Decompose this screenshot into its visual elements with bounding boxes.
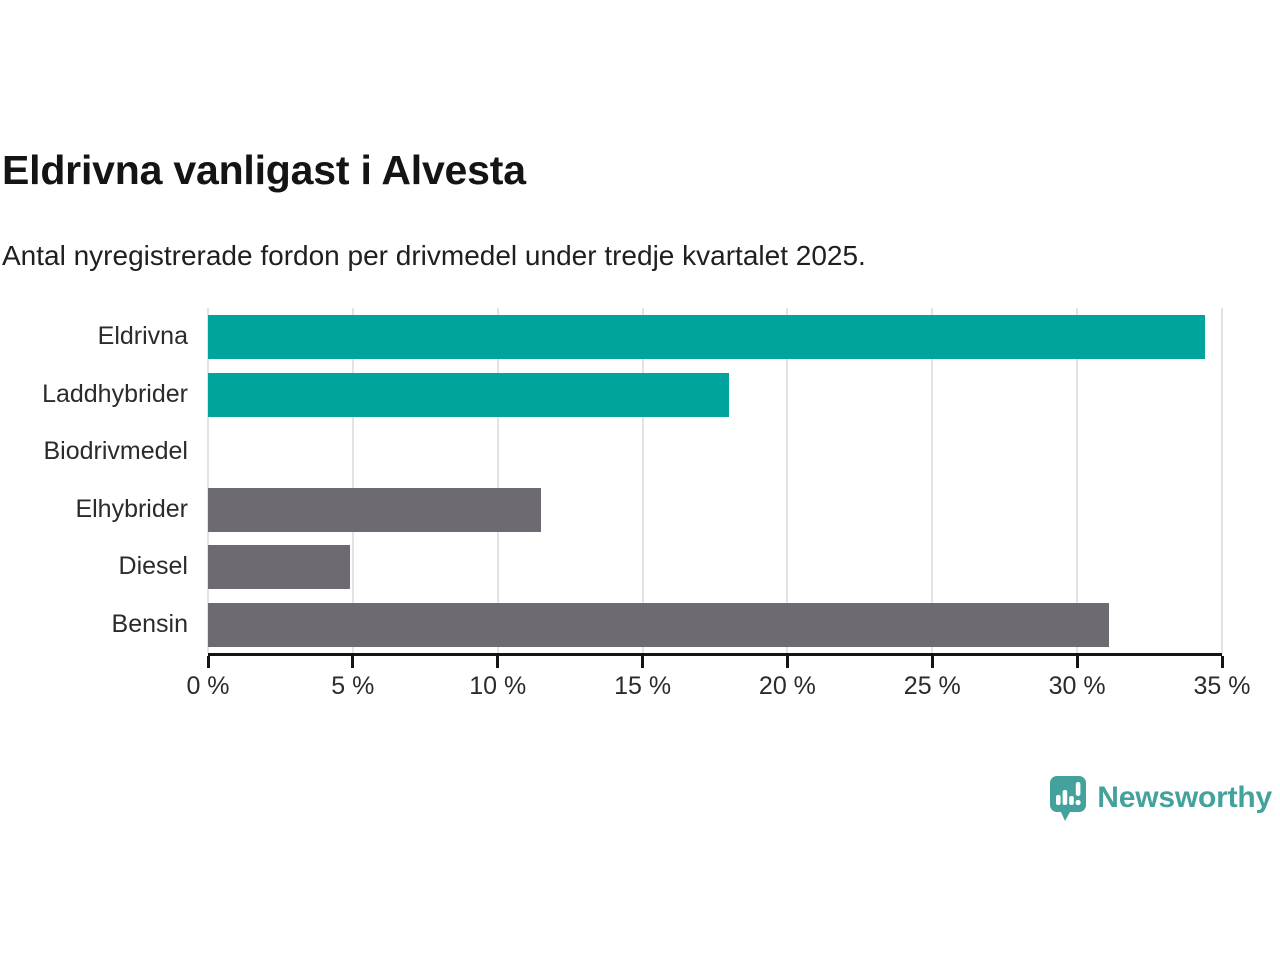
tick-label-5: 5 % [331, 672, 375, 700]
gridline-10 [496, 308, 499, 653]
gridline-35 [1221, 308, 1223, 653]
tick-mark-30 [1075, 656, 1079, 668]
gridline-20 [786, 308, 789, 653]
tick-mark-15 [641, 656, 645, 668]
x-axis: 0 % 5 % 10 % 15 % 20 % 25 % 30 % 35 % [186, 656, 1250, 706]
bar-row-bensin [208, 596, 1222, 654]
chart-subtitle: Antal nyregistrerade fordon per drivmede… [2, 240, 866, 271]
bar-laddhybrider [208, 372, 730, 417]
tick-label-20: 20 % [758, 672, 816, 700]
tick-mark-35 [1220, 656, 1224, 668]
bar-eldrivna [208, 315, 1205, 359]
tick-label-35: 35 % [1193, 672, 1251, 700]
y-label-bensin: Bensin [111, 609, 188, 638]
tick-label-10: 10 % [469, 672, 527, 700]
tick-mark-0 [206, 656, 210, 668]
brand-logo: Newsworthy [1048, 774, 1272, 822]
tick-label-25: 25 % [903, 672, 961, 700]
bar-row-laddhybrider [208, 366, 1222, 424]
brand-logo-text: Newsworthy [1097, 781, 1272, 814]
gridline-25 [931, 308, 934, 653]
y-label-eldrivna: Eldrivna [97, 322, 188, 351]
tick-mark-5 [351, 656, 355, 668]
bar-elhybrider [208, 487, 542, 532]
newsworthy-speech-bubble-barchart-icon [1050, 776, 1087, 821]
plot-area [207, 308, 1223, 656]
gridline-15 [641, 308, 644, 653]
tick-mark-20 [785, 656, 789, 668]
y-label-biodrivmedel: Biodrivmedel [43, 437, 188, 466]
gridline-0 [207, 308, 209, 653]
y-label-elhybrider: Elhybrider [75, 494, 188, 523]
gridline-5 [351, 308, 354, 653]
bar-row-biodrivmedel [208, 423, 1222, 481]
y-label-diesel: Diesel [118, 552, 188, 581]
tick-label-15: 15 % [614, 672, 672, 700]
y-axis-labels: Eldrivna Laddhybrider Biodrivmedel Elhybrid… [0, 308, 188, 653]
bar-bensin [208, 602, 1109, 647]
tick-label-0: 0 % [186, 672, 230, 700]
bar-row-eldrivna [208, 308, 1222, 366]
y-label-laddhybrider: Laddhybrider [42, 379, 188, 408]
bar-row-elhybrider [208, 481, 1222, 539]
bar-diesel [208, 545, 350, 589]
tick-mark-10 [496, 656, 500, 668]
bar-row-diesel [208, 538, 1222, 596]
gridline-30 [1076, 308, 1079, 653]
tick-mark-25 [930, 656, 934, 668]
tick-label-30: 30 % [1048, 672, 1106, 700]
chart-title: Eldrivna vanligast i Alvesta [2, 147, 526, 193]
